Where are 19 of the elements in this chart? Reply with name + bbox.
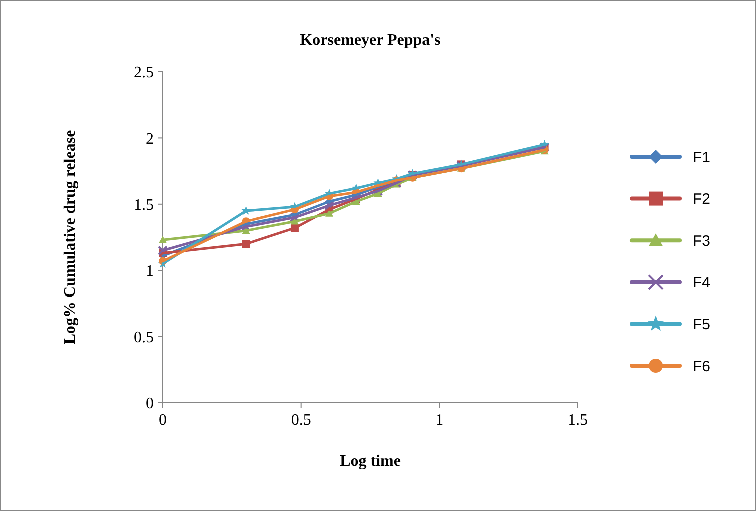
y-tick-label: 0 [146,396,154,413]
legend-label: F2 [693,191,711,208]
chart-title: Korsemeyer Peppa's [300,32,441,49]
x-tick-label: 1.5 [568,412,588,429]
legend-label: F4 [693,274,711,292]
x-tick-label: 1 [436,412,444,429]
y-tick-label: 2.5 [134,64,154,82]
x-axis-title: Log time [340,453,401,470]
legend-label: F1 [693,149,711,166]
y-tick-label: 0.5 [134,329,154,346]
x-tick-label: 0.5 [291,412,312,429]
legend-label: F3 [693,232,711,250]
y-tick-label: 1.5 [134,197,154,214]
x-tick-label: 0 [159,412,167,429]
y-tick-label: 1 [146,263,154,280]
y-tick-label: 2 [146,130,154,148]
y-axis-title: Log% Cumulative drug release [62,130,79,345]
legend-label: F5 [693,316,711,334]
legend-label: F6 [693,358,711,376]
